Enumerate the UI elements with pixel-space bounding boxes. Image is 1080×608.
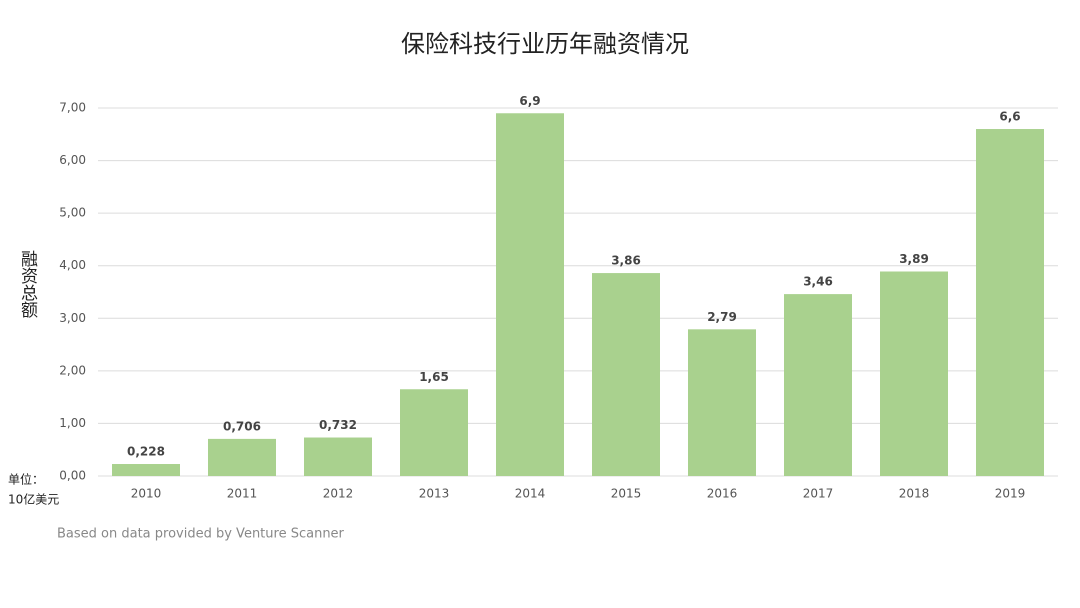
data-label: 2,79: [707, 310, 737, 324]
data-label: 6,6: [999, 110, 1020, 124]
y-tick-label: 1,00: [59, 416, 86, 430]
bar: [592, 273, 660, 476]
data-label: 3,46: [803, 275, 833, 289]
y-tick-label: 2,00: [59, 363, 86, 377]
x-tick-label: 2016: [707, 487, 738, 501]
data-label: 6,9: [519, 94, 540, 108]
source-note: Based on data provided by Venture Scanne…: [57, 527, 345, 542]
x-tick-label: 2012: [323, 487, 354, 501]
bar: [880, 271, 948, 476]
unit-label: 单位：: [8, 472, 44, 487]
bar: [400, 389, 468, 476]
bar: [496, 113, 564, 476]
data-label: 0,228: [127, 445, 165, 459]
x-tick-label: 2019: [995, 487, 1026, 501]
bar: [688, 329, 756, 476]
bar: [304, 437, 372, 476]
y-tick-label: 6,00: [59, 153, 86, 167]
bar: [976, 129, 1044, 476]
data-label: 0,706: [223, 419, 261, 433]
bar: [784, 294, 852, 476]
data-label: 3,89: [899, 252, 929, 266]
data-label: 1,65: [419, 370, 449, 384]
data-label: 3,86: [611, 254, 641, 268]
bar: [112, 464, 180, 476]
y-tick-label: 0,00: [59, 469, 86, 483]
unit-label: 10亿美元: [8, 492, 59, 507]
x-tick-label: 2018: [899, 487, 930, 501]
y-tick-label: 4,00: [59, 258, 86, 272]
x-tick-label: 2017: [803, 487, 834, 501]
x-tick-label: 2013: [419, 487, 450, 501]
x-tick-label: 2011: [227, 487, 258, 501]
bar: [208, 438, 276, 476]
y-tick-label: 5,00: [59, 206, 86, 220]
chart-title: 保险科技行业历年融资情况: [401, 30, 689, 58]
x-tick-label: 2010: [131, 487, 162, 501]
y-axis-label: 融资总额: [17, 250, 38, 318]
x-tick-label: 2014: [515, 487, 546, 501]
y-tick-label: 7,00: [59, 101, 86, 115]
data-label: 0,732: [319, 418, 357, 432]
y-tick-label: 3,00: [59, 311, 86, 325]
x-tick-label: 2015: [611, 487, 642, 501]
